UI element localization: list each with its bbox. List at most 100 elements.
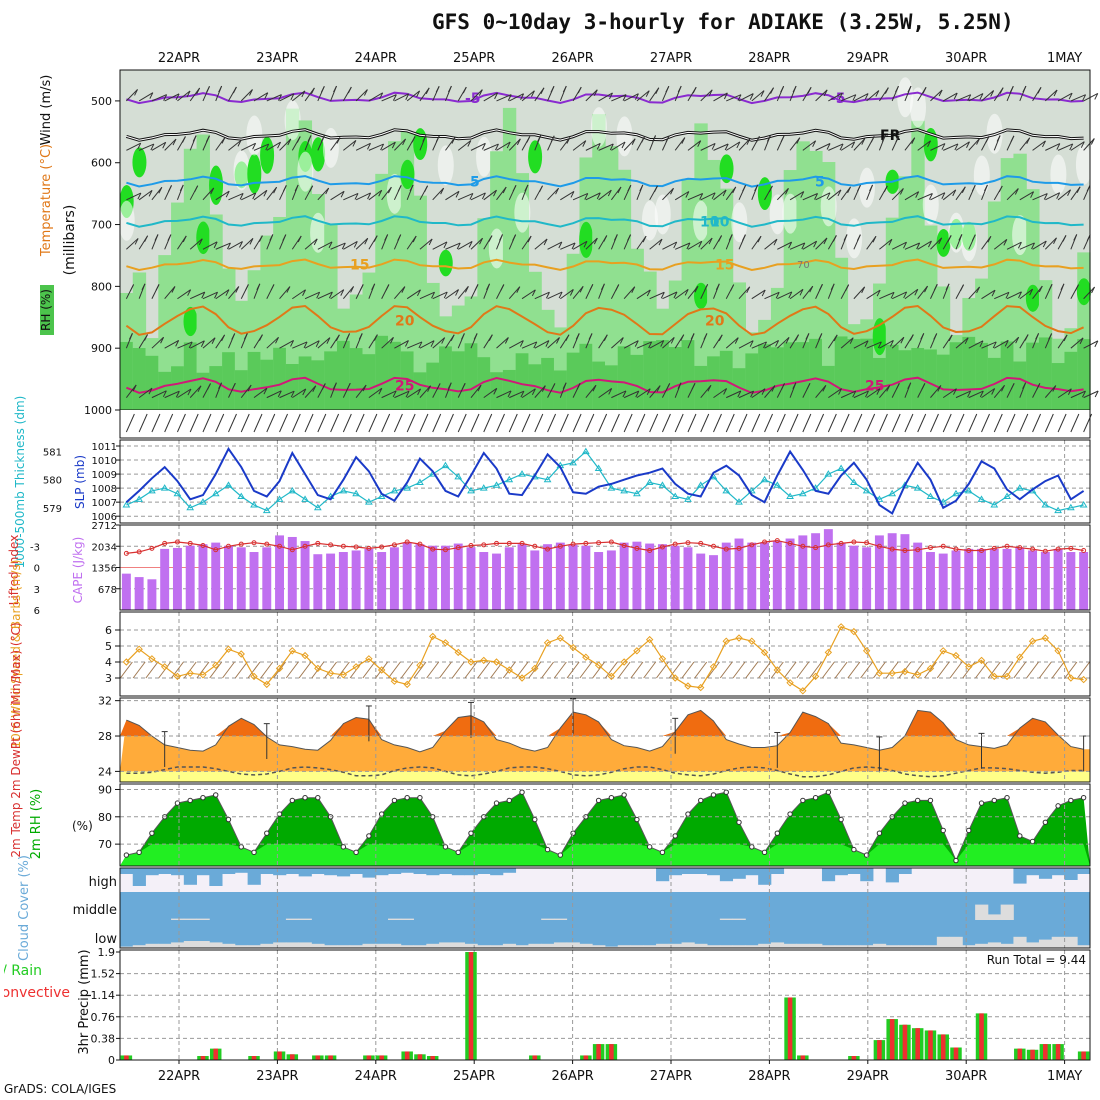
wind-barb-flag (724, 143, 729, 151)
wind-speed-point (377, 666, 386, 674)
wind-barb-flag (826, 192, 831, 200)
precip-tick-label: 0.76 (91, 1011, 116, 1024)
wind-barb-flag (1042, 140, 1046, 148)
wind-barb-flag (634, 93, 639, 100)
wind-barb-flag (1053, 237, 1057, 245)
temp-contour-label: 5 (815, 174, 825, 190)
lifted-index-point (659, 544, 665, 550)
precip-convective-bar (328, 1055, 333, 1060)
wind-barb-flag (822, 385, 827, 392)
wind-barb-flag (681, 137, 686, 144)
surface-wind-barb (196, 661, 210, 679)
wind-barb-surface (291, 413, 301, 433)
wind-barb-flag (792, 85, 797, 93)
thickness-point (301, 495, 309, 502)
wind-barb-flag (530, 90, 535, 98)
wind-barb (304, 238, 318, 250)
cloud-high-bar (324, 868, 338, 876)
wind-speed-point (837, 623, 845, 631)
wind-barb-flag (512, 185, 517, 192)
wind-barb (802, 193, 818, 201)
wind-barb-flag (813, 240, 818, 248)
wind-barb-flag (296, 136, 301, 143)
rh-low-patch (437, 145, 454, 186)
precip-tick-label: 1.52 (91, 968, 116, 981)
wind-barb (623, 286, 636, 300)
wind-barb-flag (340, 289, 345, 296)
wind-barb (483, 143, 499, 151)
rh-point (1004, 794, 1010, 801)
precip-convective-bar (915, 1028, 920, 1060)
wind-barb-flag (771, 385, 776, 392)
wind-barb-flag (494, 143, 499, 151)
wind-barb-flag (451, 137, 456, 144)
wind-barb-surface (368, 413, 378, 433)
wind-barb (355, 142, 371, 151)
wind-barb-flag (872, 236, 877, 243)
wind-barb (866, 289, 881, 300)
wind-barb-flag (373, 334, 378, 341)
rh-point (455, 849, 461, 856)
wind-barb-flag (1022, 382, 1027, 389)
wind-barb-flag (907, 382, 912, 389)
thickness-point (275, 495, 284, 502)
cape-bar (1053, 548, 1063, 610)
wind-barb-flag (865, 390, 869, 398)
wind-barb (406, 341, 423, 349)
wind-barb (547, 291, 563, 300)
wind-barb-flag (847, 186, 851, 194)
wind-barb-flag (506, 141, 511, 149)
wind-barb-flag (992, 341, 997, 349)
wind-barb (304, 291, 320, 300)
wind-barb-flag (987, 236, 992, 243)
wind-barb (917, 285, 928, 300)
wind-speed-point (505, 666, 513, 674)
cape-bar (581, 545, 591, 610)
wind-barb-flag (795, 334, 799, 341)
wind-barb-surface (1057, 413, 1067, 433)
wind-barb-flag (699, 193, 704, 200)
wind-barb (483, 387, 498, 399)
surface-wind-barb (132, 661, 146, 679)
wind-barb-flag (1010, 135, 1015, 143)
wind-speed-point (748, 637, 756, 645)
precip-tick-label: 1.9 (98, 946, 116, 959)
wind-barb-flag (648, 341, 653, 349)
thickness-point (658, 481, 667, 488)
wind-barb-flag (723, 92, 728, 100)
rh-point (468, 830, 474, 836)
precip-frame (119, 949, 1091, 1061)
wind-barb (343, 241, 358, 250)
wind-barb-flag (243, 333, 248, 340)
x-tick-top-label: 26APR (551, 51, 593, 66)
wind-barb (585, 142, 601, 151)
wind-barb (904, 137, 916, 151)
wind-barb (1083, 286, 1095, 300)
lifted-index-point (251, 540, 257, 546)
cape-bar (619, 542, 629, 610)
wind-barb (1032, 140, 1046, 151)
pressure-axis-label: (millibars) (62, 205, 78, 276)
rh-band-mid (196, 372, 210, 410)
wind-barb-flag (796, 137, 801, 144)
wind-barb-flag (186, 90, 191, 98)
wind-barb-flag (864, 93, 869, 100)
cloud-high-bar (426, 868, 440, 876)
chart-title: GFS 0~10day 3-hourly for ADIAKE (3.25W, … (432, 10, 1014, 34)
wind-barb (241, 142, 256, 151)
rh-point (174, 800, 181, 806)
wind-barb-flag (218, 85, 223, 93)
wind-barb (751, 341, 767, 349)
wind-barb-flag (332, 382, 337, 389)
precip-convective-bar (532, 1055, 538, 1060)
wind-speed-point (314, 664, 322, 673)
rh-point (646, 844, 653, 850)
rh-low-patch (909, 87, 926, 128)
rh-band-mid (566, 352, 581, 410)
rh-point (800, 797, 806, 804)
cape-bar (492, 553, 501, 610)
surface-wind-barb (464, 661, 478, 679)
precip-legend-total: Total / Rain (0, 963, 42, 979)
wind-barb-flag (200, 340, 205, 348)
wind-barb-flag (600, 283, 605, 291)
